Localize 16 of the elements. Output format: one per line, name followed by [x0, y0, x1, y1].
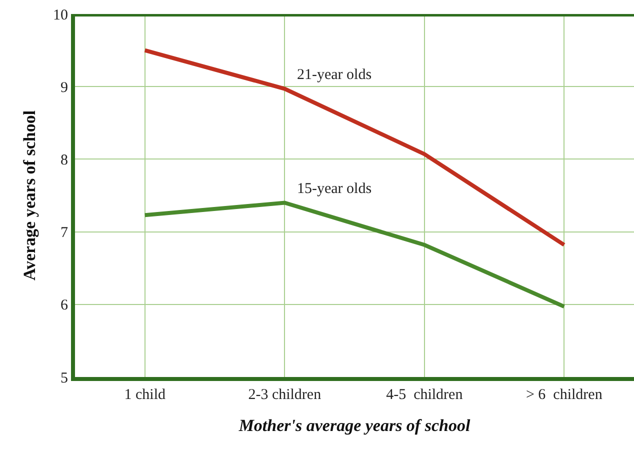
y-tick-label: 9: [60, 80, 68, 96]
x-axis-title: Mother's average years of school: [238, 416, 470, 435]
y-tick-label: 7: [60, 225, 68, 242]
y-axis-title: Average years of school: [20, 110, 40, 281]
x-tick-label: 2-3 children: [248, 387, 322, 403]
y-tick-label: 10: [53, 7, 68, 24]
x-tick-label: > 6 children: [526, 387, 603, 403]
line-series: [142, 48, 566, 247]
series-label: 15-year olds: [297, 181, 372, 197]
line-series: [142, 200, 566, 309]
x-tick-label: 1 child: [124, 387, 166, 403]
y-tick-label: 8: [60, 152, 68, 168]
series-label: 21-year olds: [297, 67, 372, 83]
y-tick-label: 5: [60, 370, 68, 386]
y-tick-label: 6: [60, 298, 68, 314]
x-tick-label: 4-5 children: [386, 387, 464, 403]
